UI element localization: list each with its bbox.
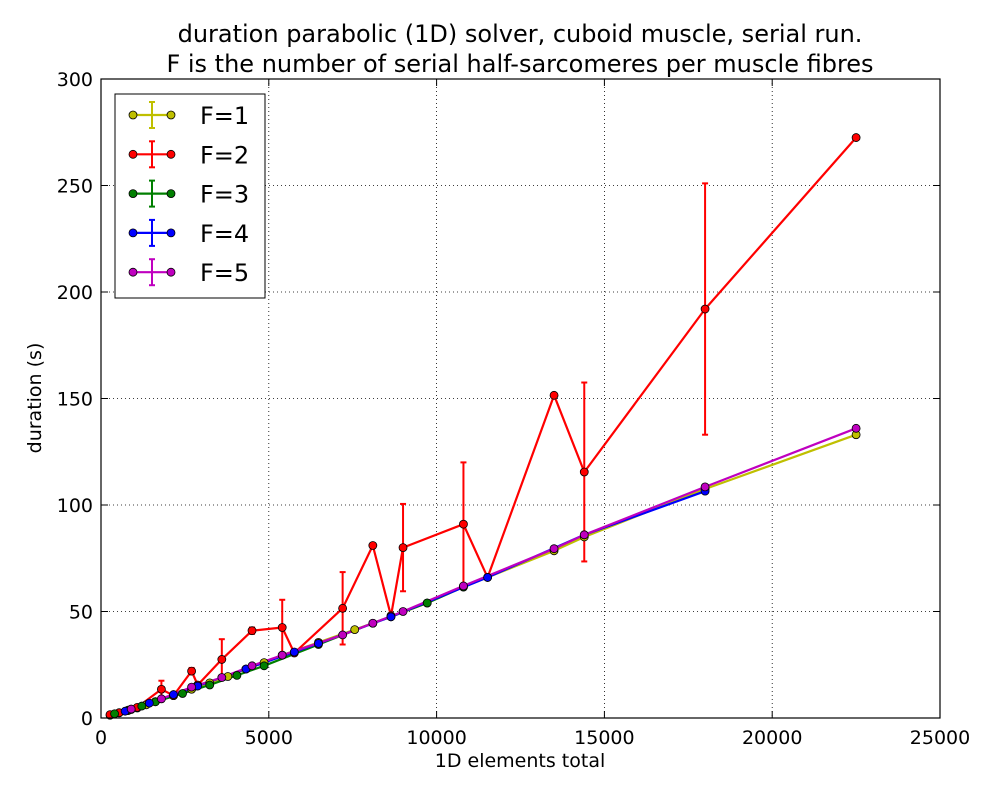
y-tick-label: 250 xyxy=(57,176,93,198)
y-tick-label: 150 xyxy=(57,389,93,411)
x-tick-label: 10000 xyxy=(406,727,466,749)
legend-box xyxy=(114,93,266,299)
legend-label-f4: F=4 xyxy=(200,220,249,248)
legend-marker-f5 xyxy=(128,267,138,277)
legend-marker-f2 xyxy=(166,149,176,159)
point-f4 xyxy=(144,698,154,708)
point-f3 xyxy=(110,709,119,719)
point-f3 xyxy=(422,598,432,608)
legend-marker-f4 xyxy=(166,228,176,238)
y-tick-label: 100 xyxy=(57,495,93,517)
point-f2 xyxy=(247,626,257,636)
legend-marker-f1 xyxy=(166,110,176,120)
point-f5 xyxy=(277,650,287,660)
point-f2 xyxy=(277,623,287,632)
x-tick-label: 5000 xyxy=(245,727,293,749)
point-f5 xyxy=(579,530,589,540)
point-f3 xyxy=(137,701,147,711)
legend-label-f5: F=5 xyxy=(200,259,249,287)
legend-label-f1: F=1 xyxy=(200,102,249,130)
legend-label-f2: F=2 xyxy=(200,141,249,169)
point-f4 xyxy=(169,690,178,699)
point-f5 xyxy=(338,630,348,640)
point-f5 xyxy=(398,607,408,616)
y-axis-label: duration (s) xyxy=(24,343,46,454)
point-f5 xyxy=(157,694,166,704)
point-f5 xyxy=(549,544,559,554)
point-f2 xyxy=(368,541,378,550)
point-f2 xyxy=(459,519,468,529)
point-f2 xyxy=(187,666,197,676)
series-line-f2 xyxy=(109,136,857,716)
point-f5 xyxy=(126,704,136,714)
grid xyxy=(101,79,940,718)
y-tick-label: 300 xyxy=(57,69,93,91)
series-markers xyxy=(105,133,861,720)
point-f4 xyxy=(314,639,323,648)
legend-marker-f1 xyxy=(128,110,138,120)
ticks: 0 5000 10000 15000 20000 25000 0 50 100 150 200 250… xyxy=(57,69,970,749)
point-f3 xyxy=(232,671,242,680)
x-tick-label: 20000 xyxy=(742,727,802,749)
point-f5 xyxy=(851,423,861,433)
point-f5 xyxy=(187,682,197,692)
point-f2 xyxy=(338,603,348,613)
y-tick-label: 200 xyxy=(57,282,93,304)
legend-marker-f3 xyxy=(128,189,138,199)
point-f5 xyxy=(368,618,378,628)
legend-marker-f3 xyxy=(166,189,176,199)
point-f3 xyxy=(259,661,269,671)
point-f5 xyxy=(700,482,710,492)
point-f4 xyxy=(289,647,299,657)
point-f1 xyxy=(350,625,360,635)
point-f2 xyxy=(217,655,227,664)
chart-title-line-1: duration parabolic (1D) solver, cuboid m… xyxy=(178,20,863,48)
legend: F=1 F=2 F=3 F=4 F=5 xyxy=(114,93,266,299)
x-tick-label: 25000 xyxy=(910,727,970,749)
point-f2 xyxy=(579,467,589,477)
point-f4 xyxy=(386,612,396,622)
legend-label-f3: F=3 xyxy=(200,181,249,209)
point-f5 xyxy=(459,581,468,591)
y-tick-label: 50 xyxy=(69,602,93,624)
point-f2 xyxy=(700,304,710,314)
x-tick-label: 15000 xyxy=(574,727,634,749)
legend-marker-f4 xyxy=(128,228,138,238)
x-axis-label: 1D elements total xyxy=(435,750,606,772)
x-tick-label: 0 xyxy=(95,727,107,749)
point-f5 xyxy=(217,673,227,682)
point-f5 xyxy=(247,661,257,671)
point-f4 xyxy=(483,573,493,582)
point-f2 xyxy=(398,543,408,552)
point-f3 xyxy=(205,680,215,690)
legend-marker-f2 xyxy=(128,149,138,159)
chart-title-line-2: F is the number of serial half-sarcomere… xyxy=(166,50,873,78)
y-tick-label: 0 xyxy=(81,708,93,730)
legend-marker-f5 xyxy=(166,267,176,277)
point-f3 xyxy=(178,689,187,698)
point-f2 xyxy=(549,390,559,400)
point-f2 xyxy=(851,133,861,142)
point-f2 xyxy=(157,684,166,694)
